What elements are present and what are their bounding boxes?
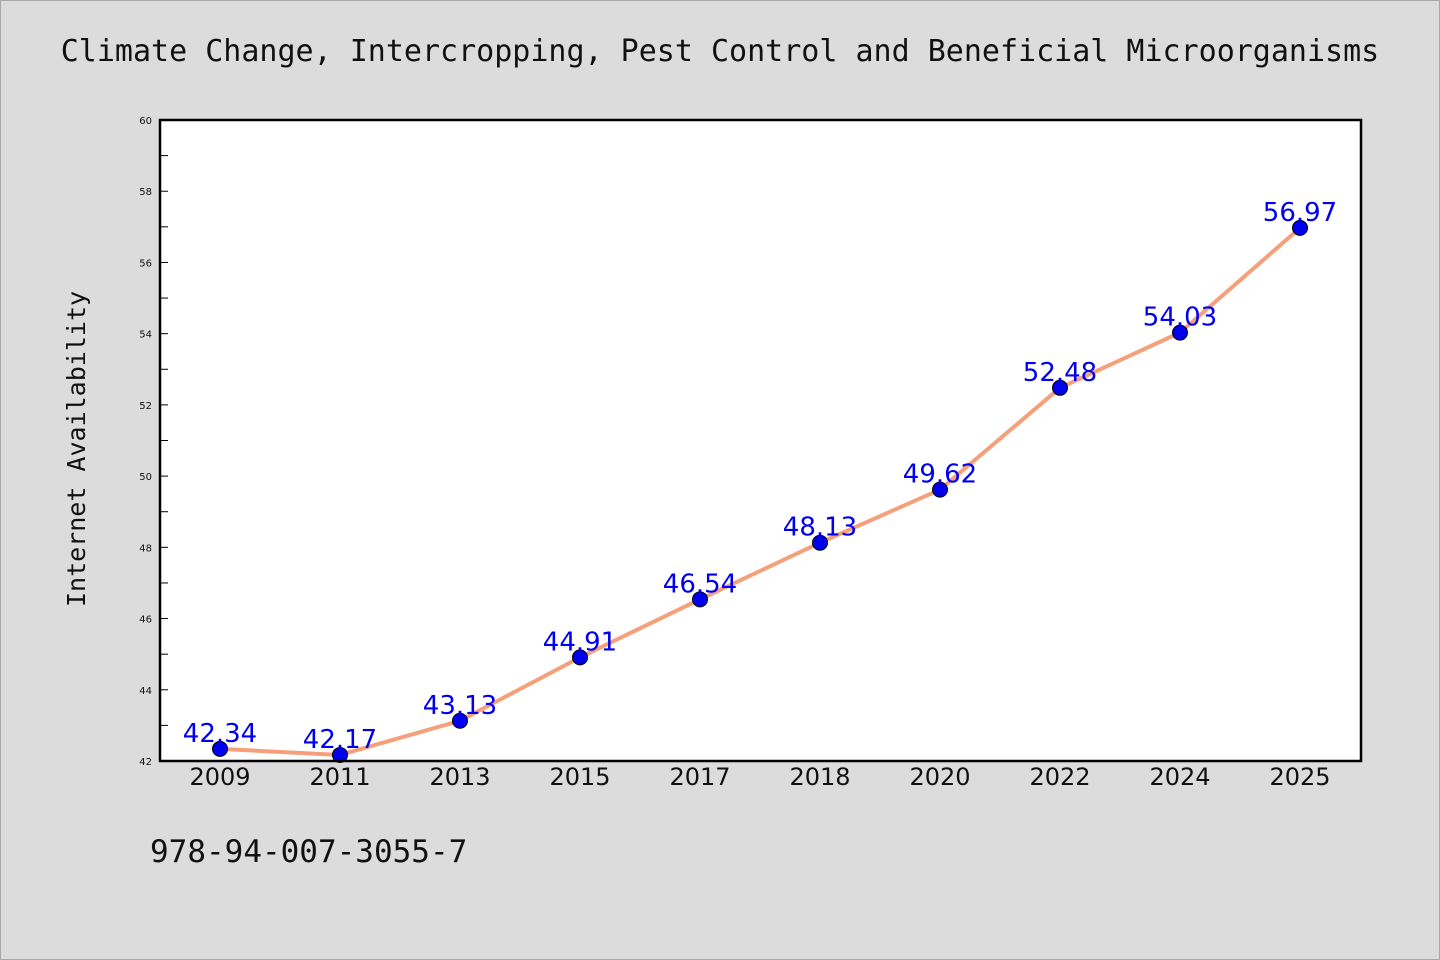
data-point — [332, 746, 348, 763]
data-point — [572, 649, 588, 666]
data-point — [692, 591, 708, 608]
data-label: 46.54 — [663, 569, 737, 599]
data-point — [212, 740, 228, 757]
x-tick-label: 2025 — [1269, 763, 1330, 791]
plot-border — [158, 118, 1363, 763]
series-layer — [212, 219, 1308, 763]
y-tick-label: 58 — [139, 187, 152, 198]
data-label: 42.17 — [303, 725, 377, 755]
data-labels: 42.34 42.17 43.13 44.91 46.54 48.13 49.62 52.48… — [183, 198, 1337, 755]
footnote: 978-94-007-3055-7 — [150, 834, 468, 870]
data-point — [452, 712, 468, 729]
y-tick-label: 50 — [139, 472, 152, 483]
y-tick-label: 52 — [139, 401, 152, 412]
y-tick-label: 48 — [139, 543, 152, 554]
data-point — [1052, 379, 1068, 396]
x-tick-label: 2022 — [1029, 763, 1090, 791]
series-line — [218, 225, 1302, 757]
data-label: 48.13 — [783, 513, 857, 543]
x-tick-label: 2013 — [429, 763, 490, 791]
x-tick-label: 2011 — [309, 763, 370, 791]
y-tick-label: 56 — [139, 258, 152, 269]
data-point — [932, 481, 948, 498]
x-tick-label: 2009 — [189, 763, 250, 791]
plot-area — [160, 120, 1361, 761]
y-tick-label: 60 — [139, 116, 152, 127]
x-tick-label: 2024 — [1149, 763, 1210, 791]
y-tick-label: 54 — [139, 330, 152, 341]
data-label: 52.48 — [1023, 358, 1097, 388]
y-tick-label: 46 — [139, 615, 152, 626]
data-point — [812, 534, 828, 551]
data-label: 56.97 — [1263, 198, 1337, 228]
y-axis-title: Internet Availability — [62, 291, 91, 607]
data-point — [1292, 219, 1308, 236]
data-label: 44.91 — [543, 627, 617, 657]
chart-title: Climate Change, Intercropping, Pest Cont… — [60, 34, 1380, 69]
y-tick-label: 44 — [139, 686, 152, 697]
x-tick-label: 2017 — [669, 763, 730, 791]
y-tick-label: 42 — [139, 757, 152, 768]
x-tick-label: 2018 — [789, 763, 850, 791]
data-label: 42.34 — [183, 719, 257, 749]
data-label: 43.13 — [423, 691, 497, 721]
x-axis: 2009 2011 2013 2015 2017 2018 2020 2022 2024 2025 — [189, 763, 1330, 791]
x-tick-label: 2015 — [549, 763, 610, 791]
y-axis: 42 44 46 48 50 52 54 56 58 60 — [139, 116, 168, 768]
data-label: 49.62 — [903, 460, 977, 490]
data-point — [1172, 324, 1188, 341]
x-tick-label: 2020 — [909, 763, 970, 791]
data-label: 54.03 — [1143, 303, 1217, 333]
